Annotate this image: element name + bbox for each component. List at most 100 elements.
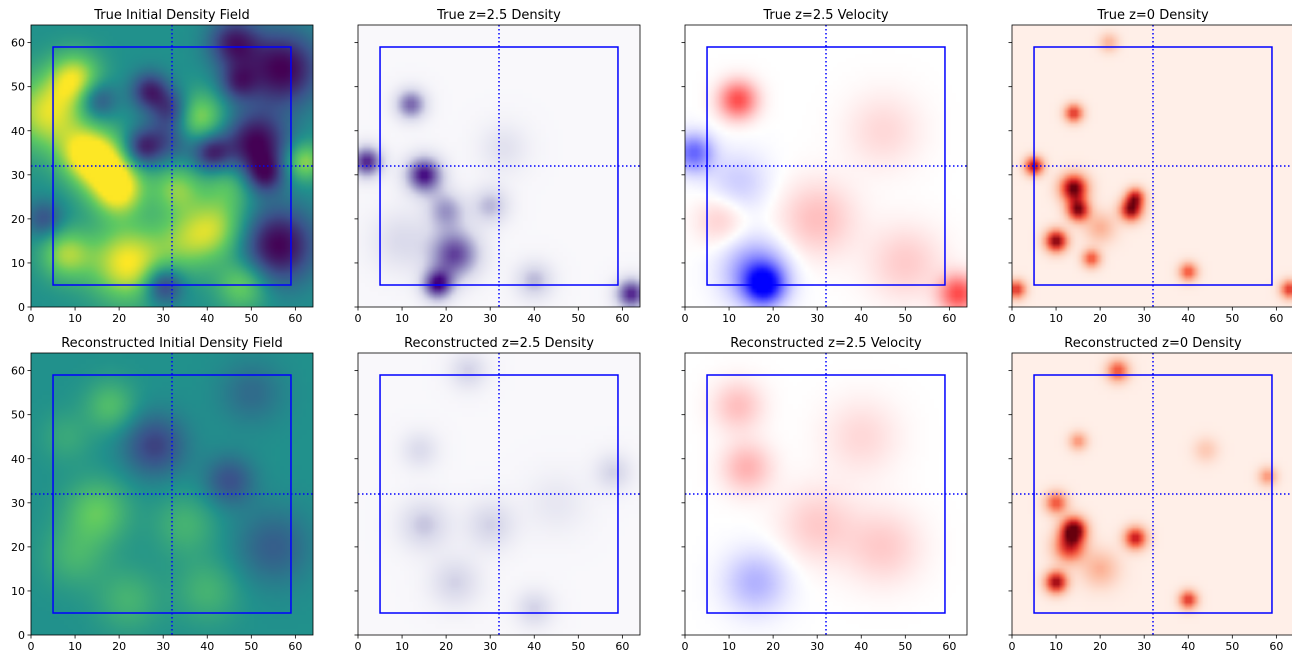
panel-5-xtick-label: 20: [112, 640, 126, 653]
panel-1-ytick-label: 20: [11, 213, 25, 226]
panel-6-xtick-label: 50: [571, 640, 585, 653]
panel-6: Reconstructed z=2.5 Density 0 10 20 30 40 50 60: [354, 336, 641, 653]
panel-7-xtick-label: 40: [854, 640, 868, 653]
panel-1-xtick-label: 60: [288, 312, 302, 325]
panel-8-frame: [1011, 352, 1292, 636]
panel-1: True Initial Density Field 0 10 20 30 40 50 60 0…: [11, 8, 314, 325]
panel-2-xtick-label: 0: [355, 312, 362, 325]
panel-4-xtick-label: 0: [1009, 312, 1016, 325]
panel-6-frame: [357, 352, 641, 636]
panel-4: True z=0 Density 0 10 20 30 40 50 60: [1008, 8, 1292, 325]
panel-2-xtick-label: 10: [395, 312, 409, 325]
panel-4-xtick-label: 60: [1269, 312, 1283, 325]
panel-5-ytick-label: 20: [11, 541, 25, 554]
panel-4-xtick-label: 20: [1093, 312, 1107, 325]
panel-5-ytick-label: 10: [11, 585, 25, 598]
panel-5-ytick-label: 60: [11, 365, 25, 378]
panel-1-box: [52, 46, 292, 286]
panel-6-xtick-label: 40: [527, 640, 541, 653]
panel-8: Reconstructed z=0 Density 0 10 20 30 40 50 60: [1008, 336, 1292, 653]
panel-5: Reconstructed Initial Density Field 0 10 20…: [11, 336, 314, 653]
panel-8-box: [1033, 374, 1273, 614]
panel-6-xtick-label: 10: [395, 640, 409, 653]
panel-1-xtick-label: 10: [68, 312, 82, 325]
panel-7-xtick-label: 30: [810, 640, 824, 653]
panel-3-box: [706, 46, 946, 286]
panel-6-xtick-label: 60: [615, 640, 629, 653]
panel-7-xtick-label: 60: [942, 640, 956, 653]
panel-5-xtick-label: 10: [68, 640, 82, 653]
panel-4-xtick-label: 30: [1137, 312, 1151, 325]
panel-8-xtick-label: 0: [1009, 640, 1016, 653]
panel-6-xtick-label: 30: [483, 640, 497, 653]
panel-7: Reconstructed z=2.5 Velocity 0 10 20 30 40 50 6…: [681, 336, 968, 653]
panel-4-title: True z=0 Density: [1096, 8, 1209, 23]
panel-8-xtick-label: 10: [1049, 640, 1063, 653]
panel-7-xtick-label: 50: [898, 640, 912, 653]
panel-3-xtick-label: 20: [766, 312, 780, 325]
panel-7-title: Reconstructed z=2.5 Velocity: [730, 336, 922, 351]
panel-6-xtick-label: 20: [439, 640, 453, 653]
panel-8-xtick-label: 30: [1137, 640, 1151, 653]
panel-6-title: Reconstructed z=2.5 Density: [404, 336, 594, 351]
panel-8-xtick-label: 40: [1181, 640, 1195, 653]
panel-5-xtick-label: 60: [288, 640, 302, 653]
panel-7-box: [706, 374, 946, 614]
panel-5-xtick-label: 0: [28, 640, 35, 653]
panel-5-ytick-label: 0: [18, 629, 25, 642]
panel-4-box: [1033, 46, 1273, 286]
panel-2-xtick-label: 50: [571, 312, 585, 325]
panel-3-xtick-label: 40: [854, 312, 868, 325]
panel-3-xtick-label: 50: [898, 312, 912, 325]
panel-6-xtick-label: 0: [355, 640, 362, 653]
panel-5-frame: [30, 352, 314, 636]
panel-5-xtick-label: 40: [200, 640, 214, 653]
panel-2-xtick-label: 40: [527, 312, 541, 325]
panel-2-xtick-label: 20: [439, 312, 453, 325]
panel-7-xtick-label: 0: [682, 640, 689, 653]
panel-1-ytick-label: 30: [11, 169, 25, 182]
panel-7-xtick-label: 20: [766, 640, 780, 653]
panel-3-xtick-label: 60: [942, 312, 956, 325]
panel-8-xtick-label: 50: [1225, 640, 1239, 653]
panel-4-xtick-label: 10: [1049, 312, 1063, 325]
panel-1-ytick-label: 50: [11, 81, 25, 94]
panel-2-xtick-label: 60: [615, 312, 629, 325]
panel-6-box: [379, 374, 619, 614]
panel-2-title: True z=2.5 Density: [436, 8, 561, 23]
panel-1-xtick-label: 50: [244, 312, 258, 325]
panel-5-xtick-label: 30: [156, 640, 170, 653]
panel-8-xtick-label: 60: [1269, 640, 1283, 653]
panel-1-xtick-label: 0: [28, 312, 35, 325]
panel-1-ytick-label: 0: [18, 301, 25, 314]
panel-1-title: True Initial Density Field: [93, 8, 249, 23]
panel-1-frame: [30, 24, 314, 308]
panel-3-xtick-label: 10: [722, 312, 736, 325]
panel-3: True z=2.5 Velocity 0 10 20 30 40 50 60: [681, 8, 968, 325]
panel-3-title: True z=2.5 Velocity: [762, 8, 889, 23]
panel-7-frame: [684, 352, 968, 636]
panel-5-xtick-label: 50: [244, 640, 258, 653]
panel-3-xtick-label: 0: [682, 312, 689, 325]
panel-1-ytick-label: 60: [11, 37, 25, 50]
panel-2-xtick-label: 30: [483, 312, 497, 325]
panel-7-xtick-label: 10: [722, 640, 736, 653]
panel-1-ytick-label: 40: [11, 125, 25, 138]
panel-2-frame: [357, 24, 641, 308]
panel-8-xtick-label: 20: [1093, 640, 1107, 653]
panel-1-xtick-label: 40: [200, 312, 214, 325]
panel-1-ytick-label: 10: [11, 257, 25, 270]
panel-5-ytick-label: 40: [11, 453, 25, 466]
panel-2-box: [379, 46, 619, 286]
panel-4-xtick-label: 50: [1225, 312, 1239, 325]
panel-5-title: Reconstructed Initial Density Field: [61, 336, 283, 351]
panel-5-ytick-label: 30: [11, 497, 25, 510]
panel-4-frame: [1011, 24, 1292, 308]
panel-4-xtick-label: 40: [1181, 312, 1195, 325]
panel-5-ytick-label: 50: [11, 409, 25, 422]
panel-3-xtick-label: 30: [810, 312, 824, 325]
panel-8-title: Reconstructed z=0 Density: [1064, 336, 1242, 351]
panel-3-frame: [684, 24, 968, 308]
panel-1-xtick-label: 20: [112, 312, 126, 325]
